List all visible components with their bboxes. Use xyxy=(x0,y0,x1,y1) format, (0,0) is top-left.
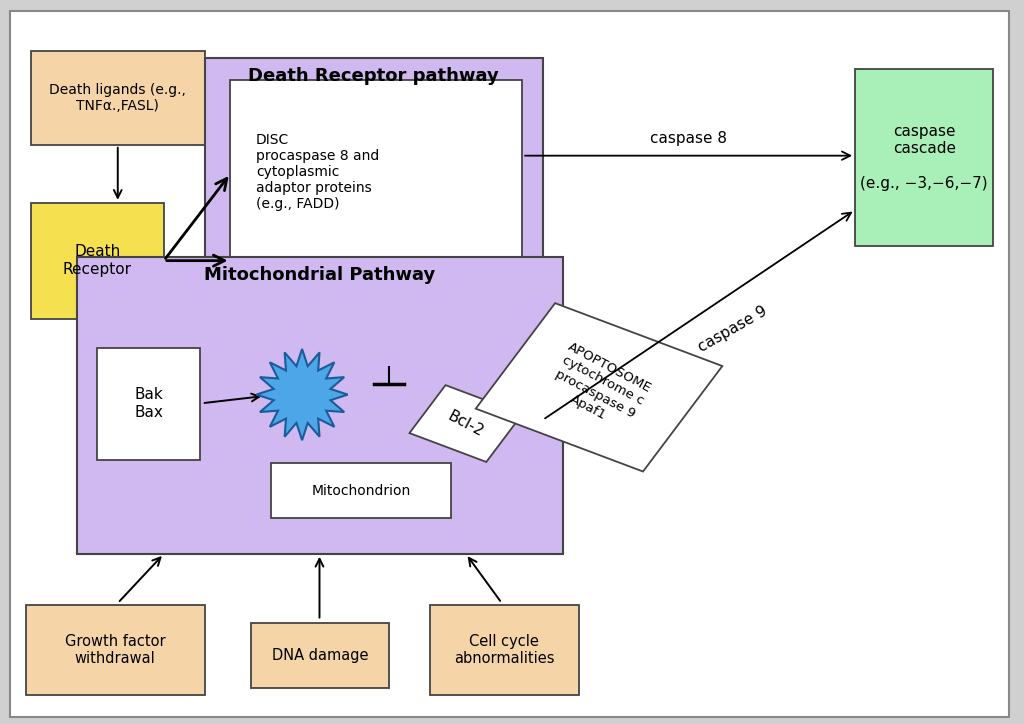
FancyBboxPatch shape xyxy=(10,11,1009,717)
Text: Growth factor
withdrawal: Growth factor withdrawal xyxy=(65,634,166,666)
FancyBboxPatch shape xyxy=(410,385,522,462)
FancyBboxPatch shape xyxy=(271,463,451,518)
Text: Cell cycle
abnormalities: Cell cycle abnormalities xyxy=(454,634,555,666)
FancyBboxPatch shape xyxy=(97,348,200,460)
Text: Death ligands (e.g.,
TNFα.,FASL): Death ligands (e.g., TNFα.,FASL) xyxy=(49,83,186,113)
Text: DNA damage: DNA damage xyxy=(271,648,369,662)
FancyBboxPatch shape xyxy=(26,605,205,695)
Text: caspase 9: caspase 9 xyxy=(695,303,769,355)
Text: Mitochondrial Pathway: Mitochondrial Pathway xyxy=(205,266,435,284)
Text: DISC
procaspase 8 and
cytoplasmic
adaptor proteins
(e.g., FADD): DISC procaspase 8 and cytoplasmic adapto… xyxy=(256,132,379,211)
FancyBboxPatch shape xyxy=(77,257,563,554)
FancyBboxPatch shape xyxy=(430,605,579,695)
FancyBboxPatch shape xyxy=(476,303,722,471)
FancyBboxPatch shape xyxy=(205,58,543,275)
Text: caspase 8: caspase 8 xyxy=(649,131,727,146)
Text: caspase
cascade

(e.g., −3,−6,−7): caspase cascade (e.g., −3,−6,−7) xyxy=(860,124,988,191)
FancyBboxPatch shape xyxy=(31,51,205,145)
FancyBboxPatch shape xyxy=(31,203,164,319)
FancyBboxPatch shape xyxy=(230,80,522,264)
Text: APOPTOSOME
cytochrome c
procaspase 9
Apaf1: APOPTOSOME cytochrome c procaspase 9 Apa… xyxy=(545,340,653,434)
Text: Bak
Bax: Bak Bax xyxy=(134,387,163,420)
Text: Bcl-2: Bcl-2 xyxy=(445,408,486,439)
FancyBboxPatch shape xyxy=(855,69,993,246)
Polygon shape xyxy=(256,349,348,440)
Text: Death
Receptor: Death Receptor xyxy=(62,245,132,277)
FancyBboxPatch shape xyxy=(251,623,389,688)
Text: Mitochondrion: Mitochondrion xyxy=(311,484,411,497)
Text: Death Receptor pathway: Death Receptor pathway xyxy=(249,67,499,85)
